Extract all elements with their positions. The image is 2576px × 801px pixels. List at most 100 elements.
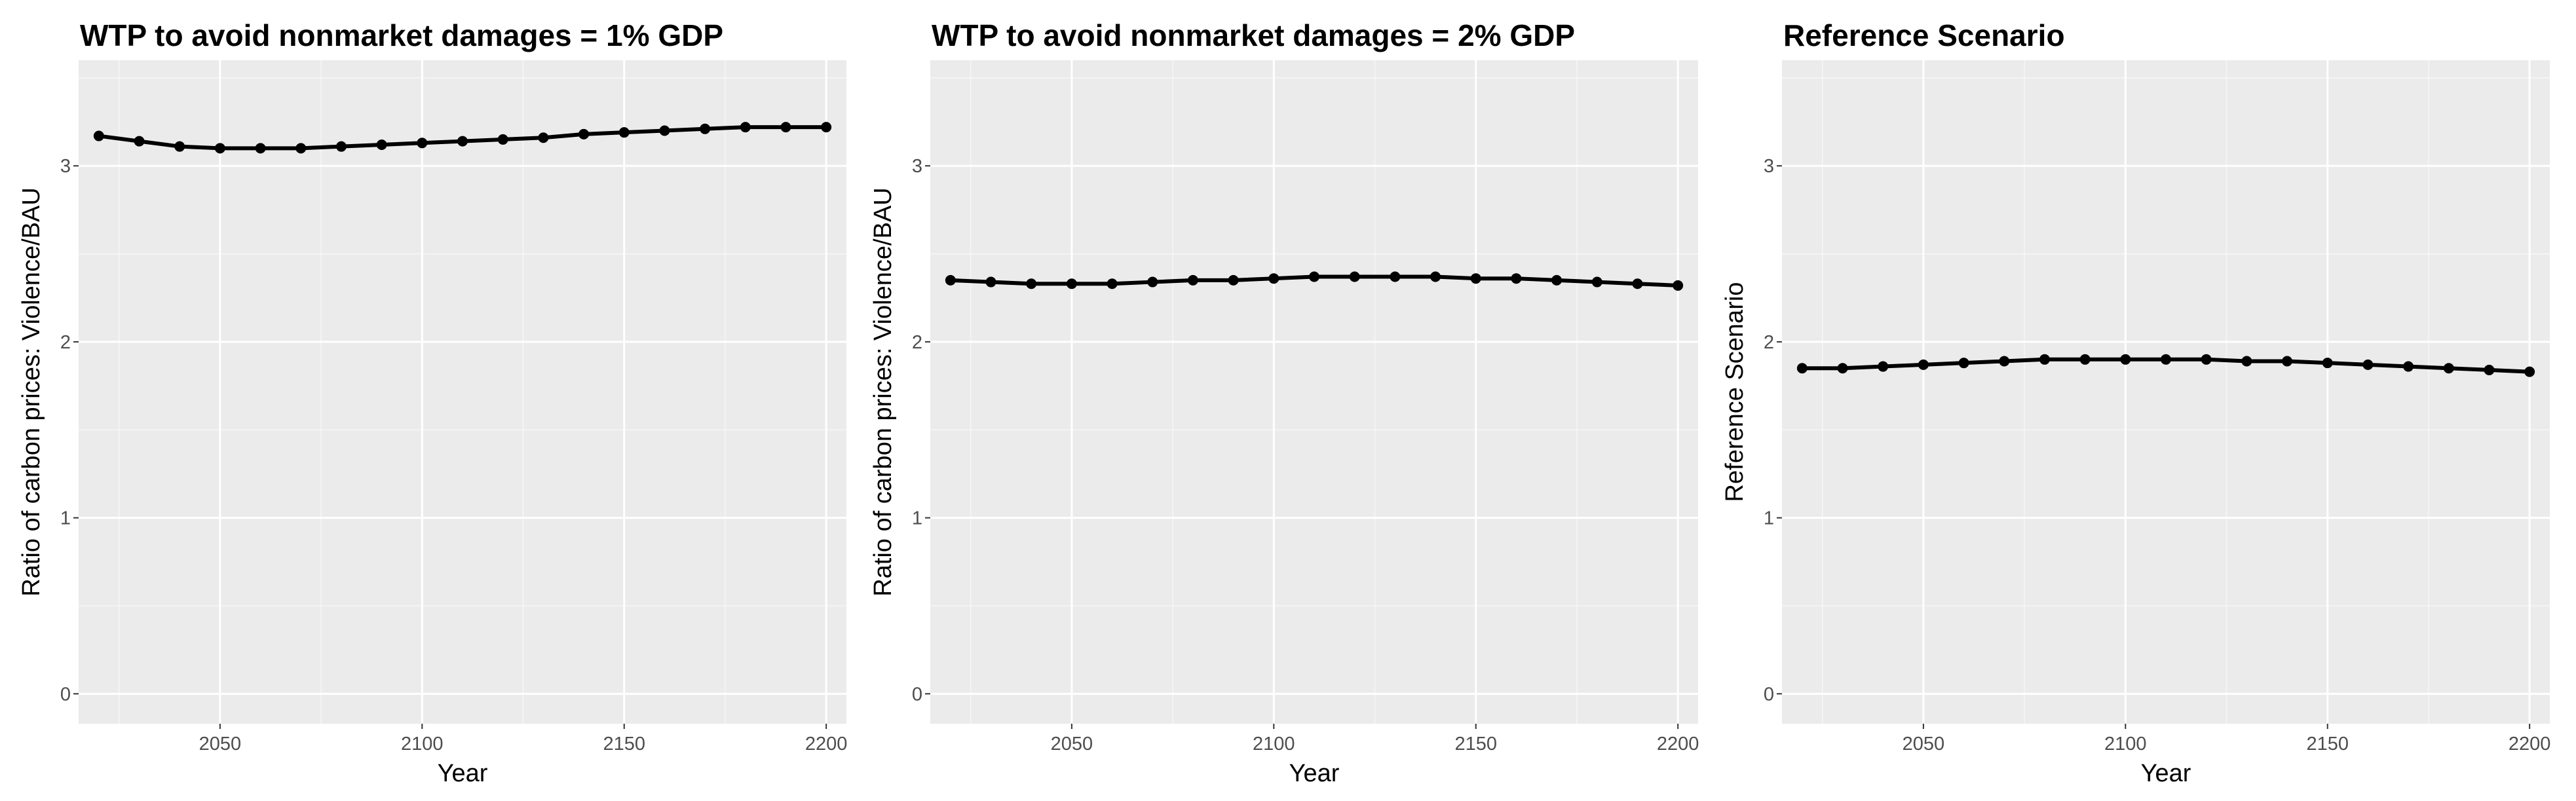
data-point xyxy=(1147,276,1158,288)
data-point xyxy=(1430,271,1441,282)
data-point xyxy=(2282,356,2293,367)
x-tick-label: 2050 xyxy=(1903,734,1945,754)
data-point xyxy=(618,127,630,138)
data-point xyxy=(780,122,791,133)
x-tick-label: 2100 xyxy=(401,734,444,754)
data-point xyxy=(1390,271,1401,282)
y-axis-title: Ratio of carbon prices: Violence/BAU xyxy=(869,187,897,597)
data-point xyxy=(457,136,468,147)
data-point xyxy=(1878,361,1889,372)
y-tick-label: 0 xyxy=(1764,684,1774,705)
data-point xyxy=(2524,366,2535,377)
chart-panel-wtp-1pct: 0 1 2 3 2050 2100 2150 2200 WTP to avoid nonmar… xyxy=(18,18,847,787)
x-tick-label: 2150 xyxy=(603,734,645,754)
y-tick-label: 2 xyxy=(1764,332,1774,353)
y-axis-title: Reference Scenario xyxy=(1721,282,1749,502)
x-axis-title: Year xyxy=(438,760,488,787)
data-point xyxy=(1796,363,1808,374)
data-point xyxy=(1268,273,1279,284)
y-tick-label: 3 xyxy=(912,156,922,177)
x-tick-label: 2200 xyxy=(1657,734,1699,754)
data-point xyxy=(985,276,996,288)
chart-panel-wtp-2pct: 0 1 2 3 2050 2100 2150 2200 WTP to avoid nonmar… xyxy=(869,18,1699,787)
data-point xyxy=(1958,358,1969,369)
data-point xyxy=(2120,354,2131,365)
data-point xyxy=(2201,354,2212,365)
plot-layer: 0 1 2 3 2050 2100 2150 2200 xyxy=(60,60,848,754)
data-point xyxy=(2443,363,2454,374)
data-point xyxy=(295,143,307,154)
y-tick-label: 0 xyxy=(60,684,71,705)
x-axis-title: Year xyxy=(2141,760,2191,787)
y-tick-label: 1 xyxy=(912,508,922,529)
data-point xyxy=(1591,276,1602,288)
data-point xyxy=(538,132,549,143)
data-point xyxy=(417,138,428,149)
data-point xyxy=(2403,361,2414,372)
data-point xyxy=(174,141,185,152)
y-tick-label: 2 xyxy=(912,332,922,353)
data-point xyxy=(376,139,387,150)
data-point xyxy=(1349,271,1360,282)
data-point xyxy=(93,130,104,141)
data-point xyxy=(1309,271,1319,282)
x-tick-label: 2150 xyxy=(2306,734,2349,754)
data-point xyxy=(1673,280,1684,291)
data-point xyxy=(2484,364,2495,375)
data-point xyxy=(2362,359,2374,370)
data-point xyxy=(2039,354,2050,365)
y-tick-label: 1 xyxy=(1764,508,1774,529)
data-point xyxy=(214,143,225,154)
data-point xyxy=(1551,274,1563,286)
data-point xyxy=(1187,274,1198,286)
data-point xyxy=(2322,358,2333,369)
data-point xyxy=(578,128,590,140)
y-tick-label: 1 xyxy=(60,508,71,529)
x-tick-label: 2200 xyxy=(805,734,848,754)
plot-layer: 0 1 2 3 2050 2100 2150 2200 xyxy=(912,60,1699,754)
data-point xyxy=(497,134,508,145)
data-point xyxy=(1511,273,1522,284)
data-point xyxy=(2161,354,2171,365)
data-point xyxy=(2241,356,2252,367)
data-point xyxy=(1066,278,1077,289)
data-point xyxy=(1107,278,1118,289)
data-point xyxy=(700,123,711,134)
data-point xyxy=(1999,356,2010,367)
chart-title: Reference Scenario xyxy=(1783,18,2065,52)
plot-layer: 0 1 2 3 2050 2100 2150 2200 xyxy=(1764,60,2551,754)
data-point xyxy=(134,136,145,147)
plot-background xyxy=(930,60,1698,724)
data-point xyxy=(2079,354,2091,365)
data-point xyxy=(1632,278,1643,289)
chart-title: WTP to avoid nonmarket damages = 1% GDP xyxy=(80,18,723,52)
data-point xyxy=(740,122,751,133)
x-tick-label: 2050 xyxy=(199,734,242,754)
y-tick-label: 3 xyxy=(1764,156,1774,177)
y-axis-title: Ratio of carbon prices: Violence/BAU xyxy=(18,187,45,597)
data-point xyxy=(1470,273,1481,284)
plot-background xyxy=(79,60,846,724)
x-axis-title: Year xyxy=(1289,760,1340,787)
x-tick-label: 2150 xyxy=(1454,734,1497,754)
data-point xyxy=(821,122,832,133)
x-tick-label: 2100 xyxy=(1253,734,1295,754)
data-point xyxy=(1918,359,1929,370)
y-tick-label: 2 xyxy=(60,332,71,353)
x-tick-label: 2050 xyxy=(1051,734,1093,754)
data-point xyxy=(659,125,670,136)
chart-title: WTP to avoid nonmarket damages = 2% GDP xyxy=(932,18,1575,52)
data-point xyxy=(255,143,266,154)
data-point xyxy=(1228,274,1239,286)
x-tick-label: 2100 xyxy=(2104,734,2147,754)
y-tick-label: 3 xyxy=(60,156,71,177)
data-point xyxy=(1837,363,1848,374)
plot-background xyxy=(1782,60,2550,724)
data-point xyxy=(1026,278,1037,289)
data-point xyxy=(945,274,956,286)
x-tick-label: 2200 xyxy=(2509,734,2551,754)
data-point xyxy=(335,141,347,152)
y-tick-label: 0 xyxy=(912,684,922,705)
